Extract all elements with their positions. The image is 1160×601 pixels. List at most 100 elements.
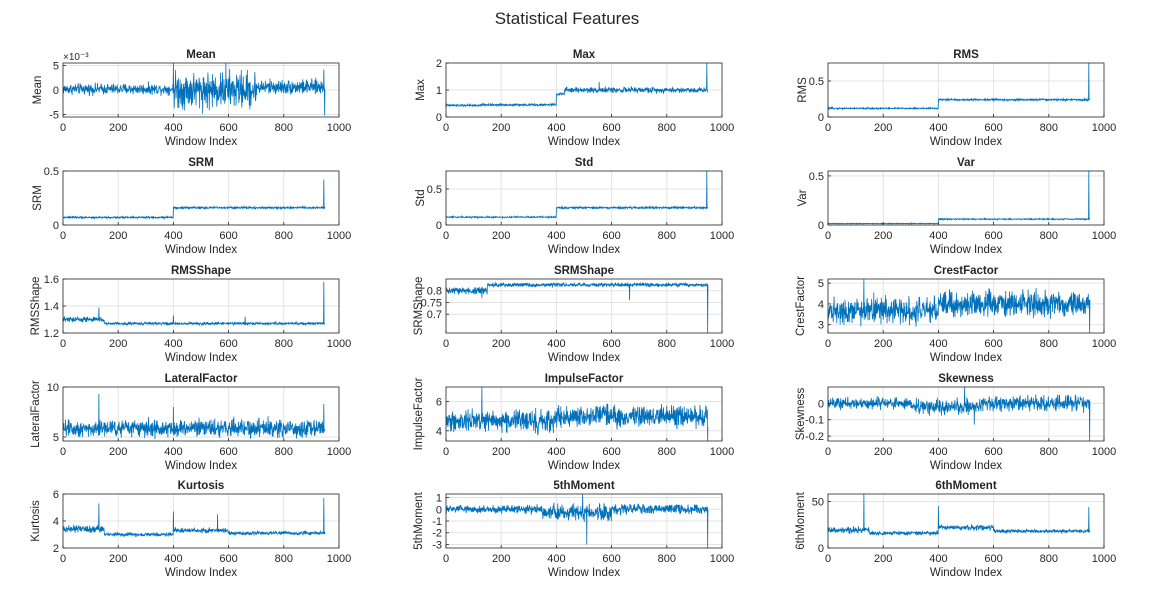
subplot-lateralfactor: 0 200 400 600 800 1000 5 10 LateralFactor Window … <box>30 373 351 472</box>
x-tick-label: 400 <box>164 122 182 134</box>
x-tick-label: 800 <box>658 230 676 242</box>
x-tick-label: 1000 <box>327 122 351 134</box>
y-tick-label: 0 <box>436 112 442 124</box>
x-axis-label: Window Index <box>165 460 237 472</box>
x-axis-label: Window Index <box>548 352 620 364</box>
axes-box <box>62 386 340 442</box>
subplot-title: Mean <box>186 49 215 61</box>
x-tick-label: 200 <box>492 446 510 458</box>
x-tick-label: 600 <box>984 446 1002 458</box>
y-tick-label: 0.5 <box>809 171 824 183</box>
axes-box <box>827 170 1105 226</box>
x-tick-label: 200 <box>109 338 127 350</box>
x-axis-label: Window Index <box>930 352 1002 364</box>
subplot-title: SRMShape <box>554 265 614 277</box>
x-tick-label: 1000 <box>710 338 734 350</box>
x-tick-label: 400 <box>929 553 947 565</box>
x-tick-label: 400 <box>929 446 947 458</box>
y-tick-label: 5 <box>53 60 59 72</box>
y-axis-label: CrestFactor <box>795 276 807 336</box>
y-axis-label: LateralFactor <box>30 380 42 448</box>
subplot-kurtosis: 0 200 400 600 800 1000 2 4 6 Kurtosis Window Index… <box>30 480 351 579</box>
subplot-title: 5thMoment <box>553 480 615 492</box>
y-axis-label: Kurtosis <box>30 500 42 542</box>
x-tick-label: 400 <box>547 446 565 458</box>
subplot-srmshape: 0 200 400 600 800 10000.70.750.8SRMShapeWindo… <box>413 265 734 364</box>
y-tick-label: 6 <box>53 489 59 501</box>
subplot-title: LateralFactor <box>165 373 238 385</box>
y-axis-label: RMSShape <box>30 277 42 336</box>
x-tick-label: 0 <box>60 122 66 134</box>
x-axis-label: Window Index <box>548 136 620 148</box>
x-tick-label: 200 <box>109 446 127 458</box>
x-tick-label: 400 <box>929 338 947 350</box>
plot-area <box>828 387 1104 441</box>
x-tick-label: 1000 <box>1092 446 1116 458</box>
subplot-title: SRM <box>188 157 214 169</box>
series-line <box>62 179 326 220</box>
x-tick-label: 800 <box>1040 122 1058 134</box>
x-tick-label: 800 <box>1040 230 1058 242</box>
x-tick-label: 1000 <box>710 553 734 565</box>
y-tick-label: 0 <box>818 543 824 555</box>
x-axis-label: Window Index <box>548 567 620 579</box>
subplot-title: 6thMoment <box>935 480 997 492</box>
plot-area <box>828 63 1104 117</box>
y-tick-label: -1 <box>432 516 442 528</box>
axes-box <box>445 278 723 334</box>
x-tick-label: 0 <box>443 338 449 350</box>
subplot-crestfactor: 0 200 400 600 800 1000 3 4 5 CrestFactor Window In… <box>795 265 1116 364</box>
series-line <box>62 281 326 327</box>
y-tick-label: -0.1 <box>805 415 824 427</box>
x-tick-label: 800 <box>275 230 293 242</box>
x-tick-label: 600 <box>602 230 620 242</box>
y-tick-label: 10 <box>47 382 59 394</box>
x-tick-label: 200 <box>492 553 510 565</box>
x-tick-label: 600 <box>219 338 237 350</box>
subplot-rmsshape: 0 200 400 600 800 10001.21.41.6RMSShapeWindow… <box>30 265 351 364</box>
y-tick-label: 1.6 <box>44 274 59 286</box>
x-tick-label: 800 <box>275 553 293 565</box>
series-line <box>62 393 326 440</box>
x-tick-label: 800 <box>658 338 676 350</box>
y-tick-label: 0 <box>818 398 824 410</box>
plot-area <box>446 279 722 333</box>
x-axis-label: Window Index <box>165 244 237 256</box>
figure-title: Statistical Features <box>495 9 640 28</box>
y-tick-label: -2 <box>432 528 442 540</box>
x-tick-label: 400 <box>547 230 565 242</box>
subplot-impulsefactor: 0 200 400 600 800 1000 4 6 ImpulseFactor Window I… <box>413 373 734 472</box>
x-tick-label: 0 <box>825 230 831 242</box>
subplot-title: RMSShape <box>171 265 231 277</box>
x-tick-label: 800 <box>658 553 676 565</box>
x-tick-label: 1000 <box>327 230 351 242</box>
y-axis-label: Std <box>415 189 427 206</box>
y-tick-label: 1.2 <box>44 328 59 340</box>
x-axis-label: Window Index <box>930 567 1002 579</box>
series-line <box>445 493 709 549</box>
y-tick-label: 3 <box>818 320 824 332</box>
x-tick-label: 600 <box>984 122 1002 134</box>
x-tick-label: 200 <box>492 122 510 134</box>
series-line <box>827 62 1091 111</box>
x-tick-label: 0 <box>443 230 449 242</box>
y-tick-label: 4 <box>436 426 442 438</box>
subplot-title: Kurtosis <box>178 480 225 492</box>
x-tick-label: 400 <box>164 338 182 350</box>
x-tick-label: 200 <box>874 446 892 458</box>
y-axis-label: 5thMoment <box>413 491 425 549</box>
axes-box <box>827 278 1105 334</box>
x-tick-label: 600 <box>219 122 237 134</box>
x-tick-label: 200 <box>109 553 127 565</box>
x-tick-label: 800 <box>658 446 676 458</box>
plot-area <box>828 494 1104 548</box>
x-tick-label: 800 <box>275 446 293 458</box>
y-axis-label: Mean <box>32 76 44 105</box>
series-line <box>827 493 1091 537</box>
series-line <box>827 386 1091 442</box>
